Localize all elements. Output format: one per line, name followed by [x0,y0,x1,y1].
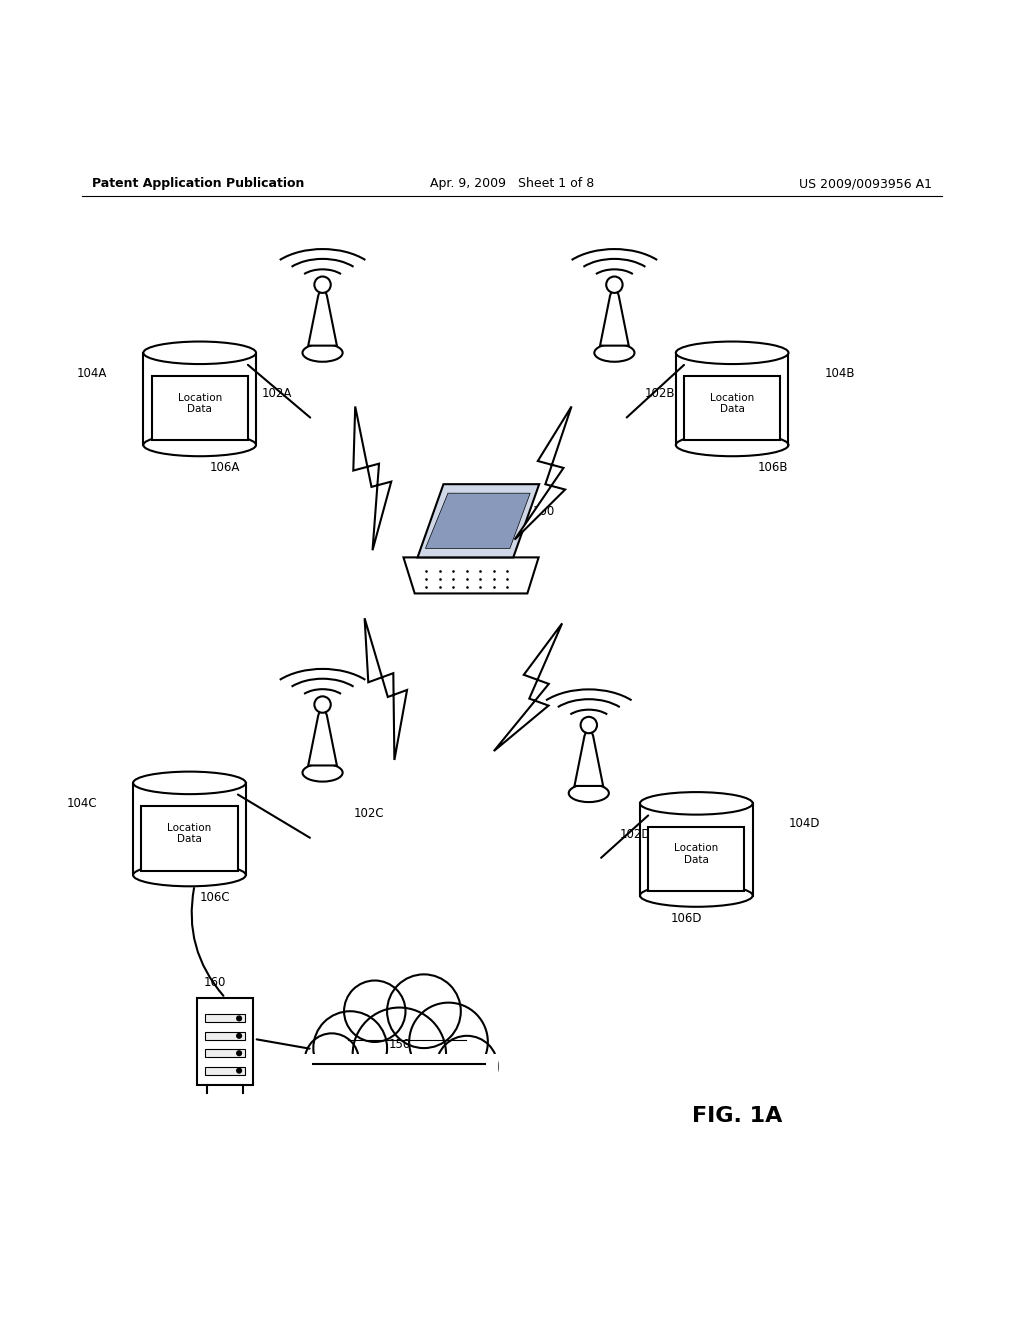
Text: 104D: 104D [788,817,820,830]
Text: Apr. 9, 2009   Sheet 1 of 8: Apr. 9, 2009 Sheet 1 of 8 [430,177,594,190]
Circle shape [606,276,623,293]
Circle shape [313,1011,387,1085]
Text: Location
Data: Location Data [167,822,212,845]
Circle shape [344,981,406,1041]
FancyBboxPatch shape [301,1055,498,1106]
Text: 106A: 106A [210,461,241,474]
Circle shape [387,974,461,1048]
Text: Location
Data: Location Data [177,392,222,414]
Circle shape [236,1015,242,1022]
Ellipse shape [640,884,753,907]
Text: 106D: 106D [671,912,702,924]
Polygon shape [425,494,530,548]
Ellipse shape [302,343,343,362]
FancyBboxPatch shape [141,807,238,870]
Circle shape [581,717,597,733]
Polygon shape [365,618,408,760]
Polygon shape [600,285,629,346]
FancyBboxPatch shape [152,376,248,441]
FancyBboxPatch shape [205,1014,246,1023]
Text: 150: 150 [388,1038,411,1051]
Circle shape [236,1032,242,1039]
Text: 100: 100 [532,506,555,517]
Ellipse shape [676,434,788,457]
Ellipse shape [568,784,609,803]
Polygon shape [403,557,539,594]
Text: Patent Application Publication: Patent Application Publication [92,177,304,190]
FancyBboxPatch shape [684,376,780,441]
Text: 106C: 106C [200,891,230,904]
Text: 104C: 104C [67,797,97,810]
FancyBboxPatch shape [197,998,254,1085]
FancyBboxPatch shape [205,1067,246,1074]
Polygon shape [494,623,562,751]
Ellipse shape [143,434,256,457]
Text: 106B: 106B [758,461,788,474]
Circle shape [410,1003,487,1081]
Text: 102A: 102A [261,387,292,400]
Circle shape [236,1051,242,1056]
Polygon shape [308,285,337,346]
Ellipse shape [133,863,246,886]
Circle shape [314,697,331,713]
Circle shape [352,1007,446,1101]
Ellipse shape [594,343,635,362]
Polygon shape [353,407,391,550]
Ellipse shape [676,342,788,364]
Ellipse shape [302,764,343,781]
Polygon shape [574,725,603,785]
Text: 102C: 102C [353,807,384,820]
Text: 104B: 104B [824,367,855,380]
Circle shape [236,1068,242,1073]
Ellipse shape [133,772,246,795]
Text: US 2009/0093956 A1: US 2009/0093956 A1 [799,177,932,190]
Ellipse shape [143,342,256,364]
Circle shape [436,1036,498,1097]
Text: 102D: 102D [620,828,651,841]
Text: FIG. 1A: FIG. 1A [692,1106,782,1126]
Circle shape [305,1034,358,1088]
Polygon shape [515,407,571,540]
Text: 102B: 102B [645,387,676,400]
Text: 104A: 104A [77,367,108,380]
Polygon shape [308,705,337,766]
Polygon shape [418,484,540,557]
Text: Location
Data: Location Data [710,392,755,414]
Text: 160: 160 [204,975,226,989]
FancyBboxPatch shape [648,826,744,891]
Circle shape [314,276,331,293]
Ellipse shape [640,792,753,814]
FancyBboxPatch shape [205,1049,246,1057]
Text: Network: Network [376,1088,423,1098]
Text: Communication: Communication [355,1068,443,1077]
FancyBboxPatch shape [205,1032,246,1040]
Text: Location
Data: Location Data [674,843,719,865]
